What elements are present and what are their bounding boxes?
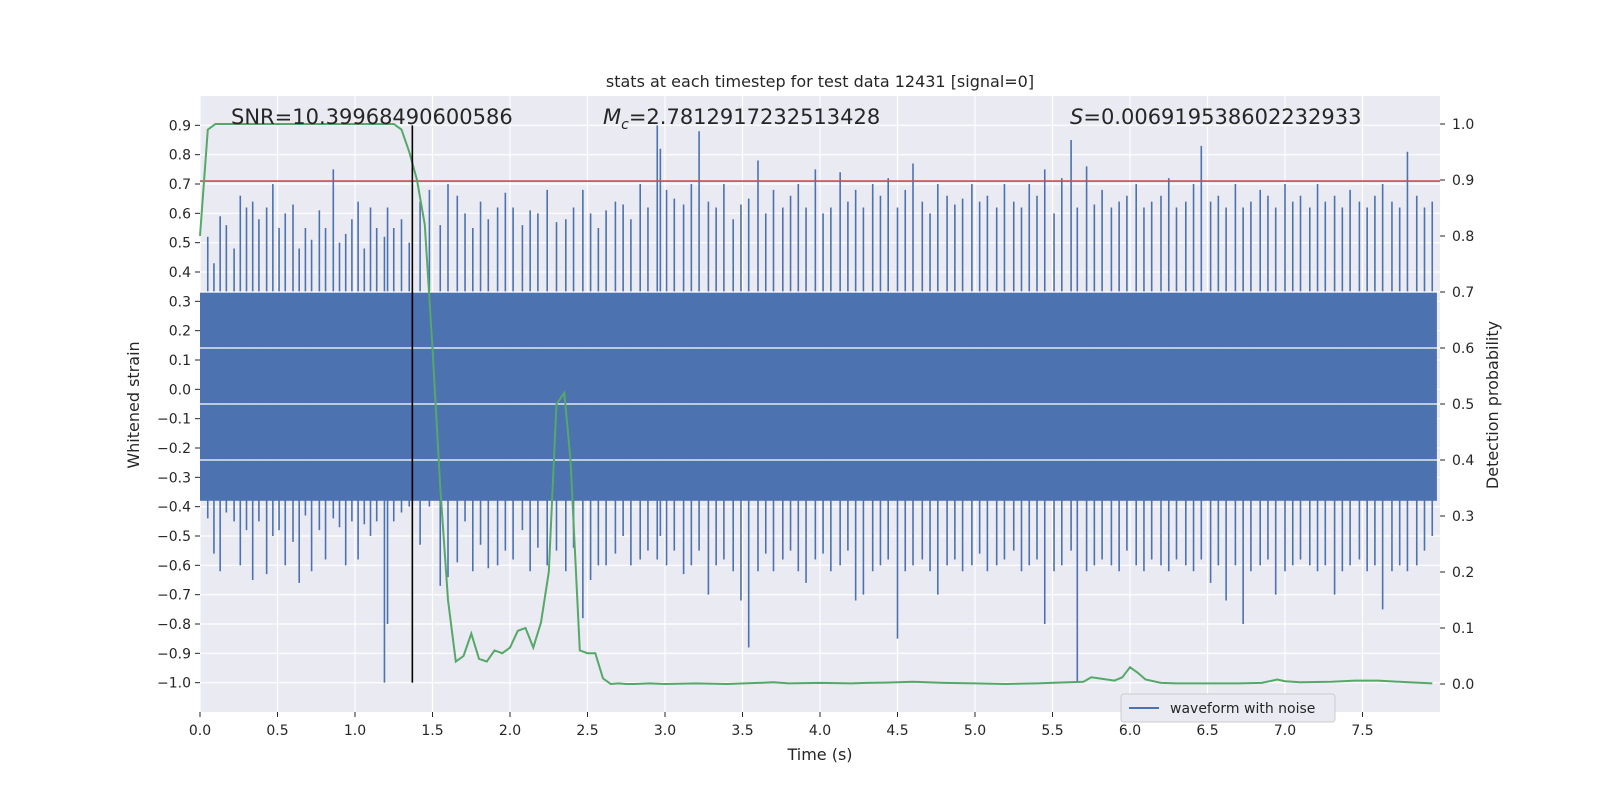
y2-tick-label: 0.0 xyxy=(1452,677,1474,693)
x-tick-label: 5.0 xyxy=(964,723,986,739)
y-axis-label: Whitened strain xyxy=(124,341,143,468)
y-tick-label: 0.6 xyxy=(169,206,191,222)
x-tick-label: 1.5 xyxy=(421,723,443,739)
y-tick-label: 0.3 xyxy=(169,294,191,310)
x-tick-label: 7.0 xyxy=(1274,723,1296,739)
y2-tick-label: 1.0 xyxy=(1452,117,1474,133)
y-tick-label: −0.4 xyxy=(157,500,191,516)
y2-tick-label: 0.7 xyxy=(1452,285,1474,301)
x-tick-label: 2.0 xyxy=(499,723,521,739)
y-tick-label: 0.9 xyxy=(169,118,191,134)
y-tick-label: −0.1 xyxy=(157,412,191,428)
y-tick-label: −1.0 xyxy=(157,676,191,692)
y-tick-label: −0.8 xyxy=(157,617,191,633)
chirp-mass-value: =2.7812917232513428 xyxy=(629,105,880,129)
x-tick-label: 4.0 xyxy=(809,723,831,739)
y2-tick-label: 0.2 xyxy=(1452,565,1474,581)
statistic-value: =0.006919538602232933 xyxy=(1083,105,1361,129)
y-tick-label: −0.2 xyxy=(157,441,191,457)
y-tick-label: −0.5 xyxy=(157,529,191,545)
chirp-mass-annotation: Mc=2.7812917232513428 xyxy=(603,105,880,133)
y2-tick-label: 0.9 xyxy=(1452,173,1474,189)
y2-tick-label: 0.4 xyxy=(1452,453,1474,469)
y-tick-label: −0.9 xyxy=(157,646,191,662)
legend: waveform with noise xyxy=(1121,694,1335,722)
y2-tick-label: 0.8 xyxy=(1452,229,1474,245)
x-tick-label: 7.5 xyxy=(1351,723,1373,739)
y-tick-label: −0.6 xyxy=(157,558,191,574)
snr-annotation: SNR=10.39968490600586 xyxy=(231,105,513,129)
x-tick-label: 3.0 xyxy=(654,723,676,739)
x-tick-label: 5.5 xyxy=(1041,723,1063,739)
x-tick-label: 0.0 xyxy=(189,723,211,739)
y-tick-label: −0.3 xyxy=(157,470,191,486)
x-tick-label: 4.5 xyxy=(886,723,908,739)
x-tick-label: 2.5 xyxy=(576,723,598,739)
x-tick-label: 6.5 xyxy=(1196,723,1218,739)
x-tick-label: 6.0 xyxy=(1119,723,1141,739)
y-tick-label: −0.7 xyxy=(157,588,191,604)
chirp-mass-symbol: M xyxy=(603,105,621,129)
x-axis-label: Time (s) xyxy=(786,745,852,764)
chart-title: stats at each timestep for test data 124… xyxy=(606,72,1034,91)
legend-entry: waveform with noise xyxy=(1170,701,1315,717)
y2-tick-label: 0.6 xyxy=(1452,341,1474,357)
secondary-y-axis-label: Detection probability xyxy=(1483,321,1502,489)
y-tick-label: 0.7 xyxy=(169,177,191,193)
y2-tick-label: 0.5 xyxy=(1452,397,1474,413)
y-tick-label: 0.1 xyxy=(169,353,191,369)
x-tick-label: 1.0 xyxy=(344,723,366,739)
y-tick-label: 0.2 xyxy=(169,324,191,340)
statistic-symbol: S xyxy=(1070,105,1083,129)
x-tick-label: 3.5 xyxy=(731,723,753,739)
y2-tick-label: 0.1 xyxy=(1452,621,1474,637)
y-tick-label: 0.5 xyxy=(169,236,191,252)
y-tick-label: 0.8 xyxy=(169,148,191,164)
y2-tick-label: 0.3 xyxy=(1452,509,1474,525)
y-tick-label: 0.4 xyxy=(169,265,191,281)
statistic-annotation: S=0.006919538602232933 xyxy=(1070,105,1361,129)
y-tick-label: 0.0 xyxy=(169,382,191,398)
x-tick-label: 0.5 xyxy=(266,723,288,739)
